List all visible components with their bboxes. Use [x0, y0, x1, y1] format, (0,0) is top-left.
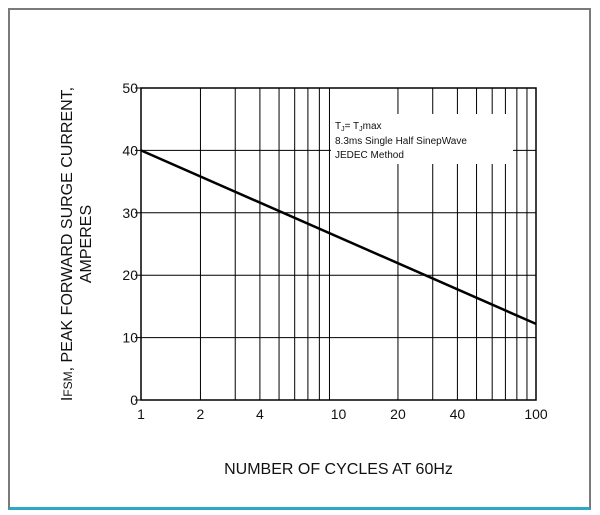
x-tick-label: 1 [137, 406, 145, 422]
annotation-line-1: TJ= TJmax [335, 121, 382, 133]
x-axis-title: NUMBER OF CYCLES AT 60Hz [224, 461, 453, 478]
y-tick-label: 10 [122, 330, 138, 346]
x-tick-label: 40 [450, 406, 466, 422]
y-tick-label: 40 [122, 142, 138, 158]
series-line [140, 149, 537, 326]
x-tick-label: 4 [256, 406, 264, 422]
x-tick-label: 2 [197, 406, 205, 422]
axes [140, 87, 537, 401]
y-tick-label: 50 [122, 80, 138, 96]
annotation-line-3: JEDEC Method [335, 150, 404, 161]
y-tick-labels: 0 10 20 30 40 50 [122, 80, 141, 408]
y-tick-label: 20 [122, 267, 138, 283]
annotation-box: TJ= TJmax 8.3ms Single Half SinepWave JE… [331, 114, 513, 164]
x-tick-label: 100 [524, 406, 548, 422]
plot-border [140, 87, 537, 401]
chart-frame [8, 8, 591, 510]
y-tick-label: 30 [122, 205, 138, 221]
y-axis-title-line-2: AMPERES [78, 205, 95, 283]
series-layer [140, 149, 537, 326]
y-tick-label: 0 [130, 392, 138, 408]
annotation-line-2: 8.3ms Single Half SinepWave [335, 136, 467, 147]
y-axis-title-line-1: IFSM, PEAK FORWARD SURGE CURRENT, [59, 87, 76, 401]
annotation-background [331, 114, 513, 164]
x-tick-labels: 1 2 4 10 20 40 100 [137, 406, 548, 422]
x-tick-label: 20 [390, 406, 406, 422]
x-tick-label: 10 [331, 406, 347, 422]
